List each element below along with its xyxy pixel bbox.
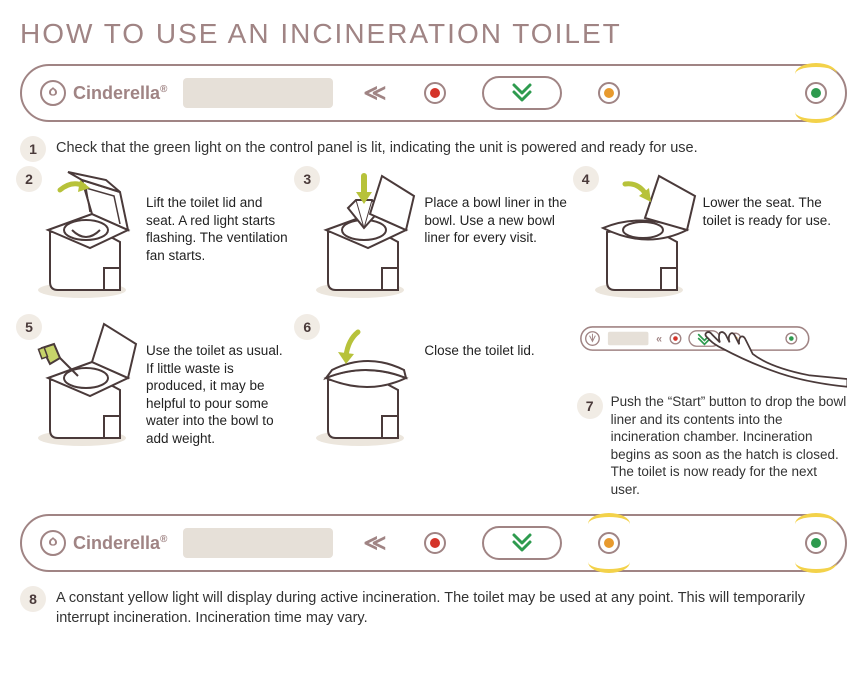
- leaf-icon: [40, 80, 66, 106]
- step-6: 6 Close the toilet lid.: [298, 318, 568, 498]
- step-number: 5: [16, 314, 42, 340]
- brand-logo: Cinderella®: [40, 530, 167, 556]
- step-text: Use the toilet as usual. If little waste…: [146, 318, 290, 447]
- step-2-illustration: 2: [20, 170, 140, 300]
- green-light: [805, 82, 827, 104]
- step-text: Place a bowl liner in the bowl. Use a ne…: [424, 170, 568, 247]
- step-number: 4: [573, 166, 599, 192]
- step-text: A constant yellow light will display dur…: [56, 586, 847, 628]
- chevron-left-icon: ≪: [363, 80, 380, 106]
- start-button[interactable]: [482, 526, 562, 560]
- display-screen: [183, 78, 333, 108]
- orange-light: [598, 82, 620, 104]
- step-6-illustration: 6: [298, 318, 418, 448]
- step-3: 3 Place a bowl liner in the bowl. Use a …: [298, 170, 568, 300]
- leaf-icon: [40, 530, 66, 556]
- chevron-left-icon: ≪: [363, 530, 380, 556]
- step-text: Check that the green light on the contro…: [56, 136, 698, 159]
- step-text: Lift the toilet lid and seat. A red ligh…: [146, 170, 290, 264]
- step-number: 8: [20, 586, 46, 612]
- step-4-illustration: 4: [577, 170, 697, 300]
- red-light: [424, 82, 446, 104]
- brand-logo: Cinderella®: [40, 80, 167, 106]
- step-5-illustration: 5: [20, 318, 140, 448]
- orange-light: [598, 532, 620, 554]
- step-number: 6: [294, 314, 320, 340]
- step-number: 3: [294, 166, 320, 192]
- steps-grid: 2 Lift the toilet lid an: [20, 170, 847, 498]
- step-text: Close the toilet lid.: [424, 318, 534, 360]
- step-number: 7: [577, 393, 603, 419]
- green-light: [805, 532, 827, 554]
- step-3-illustration: 3: [298, 170, 418, 300]
- display-screen: [183, 528, 333, 558]
- step-number: 2: [16, 166, 42, 192]
- svg-text:«: «: [656, 333, 662, 345]
- step-7-illustration: «: [577, 318, 847, 388]
- step-2: 2 Lift the toilet lid an: [20, 170, 290, 300]
- brand-name: Cinderella®: [73, 83, 167, 104]
- brand-name: Cinderella®: [73, 533, 167, 554]
- page-title: HOW TO USE AN INCINERATION TOILET: [20, 18, 847, 50]
- red-light: [424, 532, 446, 554]
- step-text: Lower the seat. The toilet is ready for …: [703, 170, 847, 229]
- step-8: 8 A constant yellow light will display d…: [20, 586, 847, 628]
- step-7: « 7 Push the “Start” button to drop the …: [577, 318, 847, 498]
- step-5: 5 Use the toilet as usual. If little was…: [20, 318, 290, 498]
- step-1: 1 Check that the green light on the cont…: [20, 136, 847, 162]
- step-4: 4 Lower the seat. The toilet is ready fo…: [577, 170, 847, 300]
- start-button[interactable]: [482, 76, 562, 110]
- step-text: Push the “Start” button to drop the bowl…: [611, 393, 847, 498]
- control-panel-bottom: Cinderella® ≪: [20, 514, 847, 572]
- control-panel-top: Cinderella® ≪: [20, 64, 847, 122]
- step-number: 1: [20, 136, 46, 162]
